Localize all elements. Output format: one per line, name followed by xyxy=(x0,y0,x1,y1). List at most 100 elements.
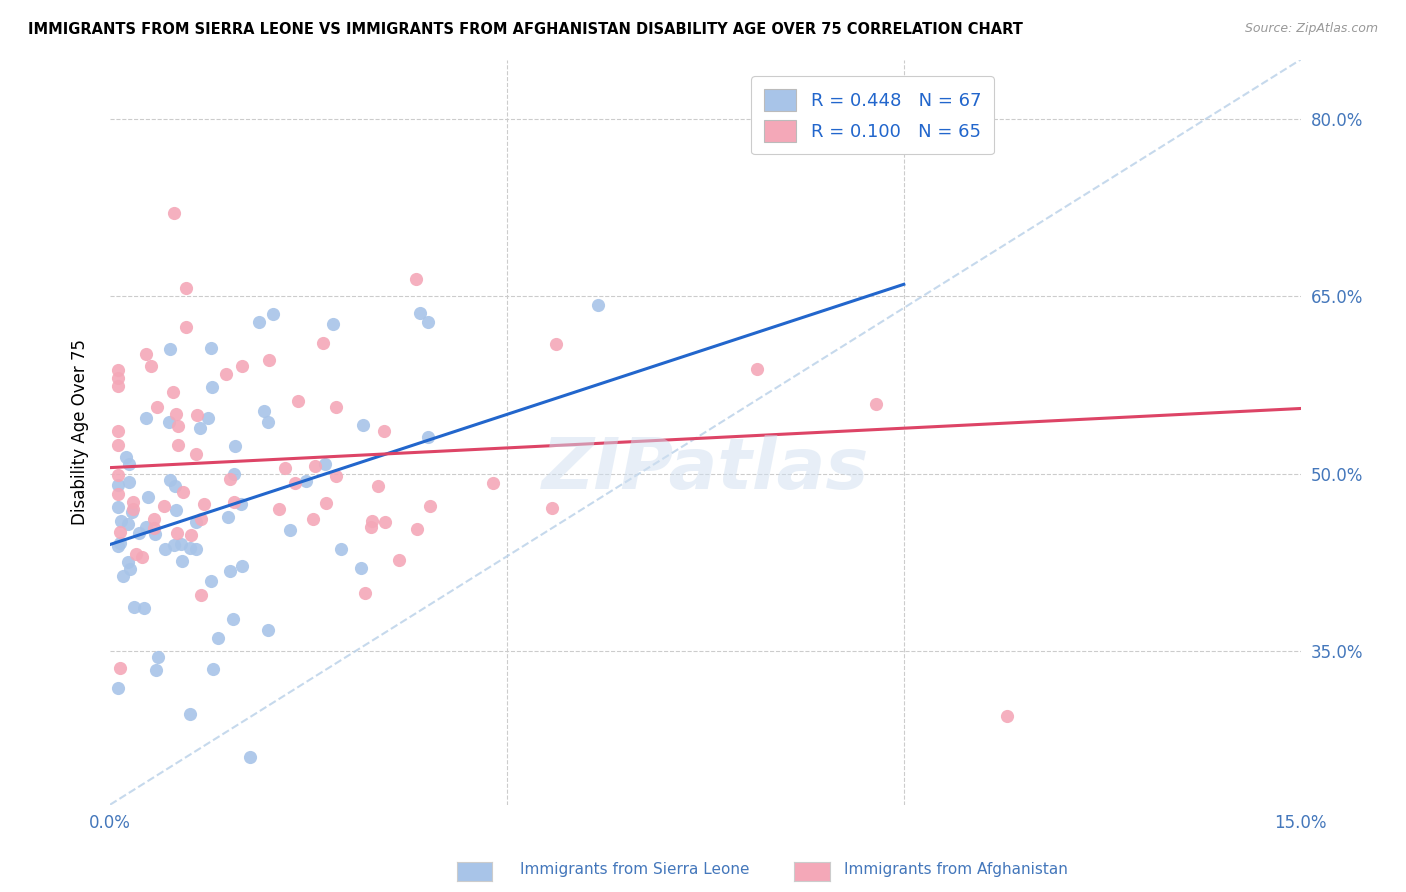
Point xyxy=(107,539,129,553)
Point xyxy=(142,512,165,526)
Point xyxy=(193,497,215,511)
Point xyxy=(179,706,201,721)
Point xyxy=(142,521,165,535)
Point xyxy=(284,476,307,491)
Point xyxy=(114,450,136,464)
Point xyxy=(118,562,141,576)
Point xyxy=(188,421,211,435)
Point xyxy=(122,495,145,509)
Point xyxy=(190,511,212,525)
Text: IMMIGRANTS FROM SIERRA LEONE VS IMMIGRANTS FROM AFGHANISTAN DISABILITY AGE OVER : IMMIGRANTS FROM SIERRA LEONE VS IMMIGRAN… xyxy=(28,22,1024,37)
Point xyxy=(352,418,374,433)
Point xyxy=(367,479,389,493)
Point xyxy=(172,554,194,568)
Point xyxy=(122,501,145,516)
Point xyxy=(167,418,190,433)
Point xyxy=(170,537,193,551)
Point xyxy=(222,495,245,509)
Point xyxy=(132,600,155,615)
Point xyxy=(314,457,336,471)
Point xyxy=(184,447,207,461)
Point xyxy=(108,536,131,550)
Point xyxy=(135,346,157,360)
Point xyxy=(544,336,567,351)
Point xyxy=(374,516,396,530)
Point xyxy=(278,523,301,537)
Point xyxy=(257,352,280,367)
Point xyxy=(200,574,222,589)
Point xyxy=(110,661,132,675)
Point xyxy=(295,474,318,488)
Point xyxy=(159,342,181,356)
Point xyxy=(180,528,202,542)
Point xyxy=(388,552,411,566)
Point xyxy=(224,467,246,481)
Point xyxy=(153,500,176,514)
Point xyxy=(135,410,157,425)
Point xyxy=(166,526,188,541)
Point xyxy=(745,362,768,376)
Point xyxy=(354,586,377,600)
Point xyxy=(107,681,129,696)
Point xyxy=(329,541,352,556)
Point xyxy=(361,514,384,528)
Point xyxy=(221,612,243,626)
Point xyxy=(312,335,335,350)
Point xyxy=(157,415,180,429)
Point xyxy=(197,410,219,425)
Point xyxy=(108,524,131,539)
Point xyxy=(418,315,440,329)
Point xyxy=(111,569,134,583)
Point xyxy=(202,662,225,676)
Point xyxy=(121,505,143,519)
Point xyxy=(143,526,166,541)
Point xyxy=(409,306,432,320)
Point xyxy=(117,517,139,532)
Point xyxy=(136,490,159,504)
Point xyxy=(373,424,395,438)
Point xyxy=(224,439,246,453)
Point xyxy=(315,496,337,510)
Text: Immigrants from Sierra Leone: Immigrants from Sierra Leone xyxy=(520,863,749,877)
Point xyxy=(304,458,326,473)
Point xyxy=(274,461,297,475)
Point xyxy=(416,430,439,444)
Point xyxy=(190,588,212,602)
Point xyxy=(267,502,290,516)
Y-axis label: Disability Age Over 75: Disability Age Over 75 xyxy=(72,339,89,525)
Point xyxy=(219,564,242,578)
Point xyxy=(419,499,441,513)
Point xyxy=(360,520,382,534)
Point xyxy=(125,547,148,561)
Point xyxy=(107,362,129,376)
Point xyxy=(155,542,177,557)
Point xyxy=(146,400,169,414)
Point xyxy=(200,341,222,355)
Point xyxy=(865,397,887,411)
Point xyxy=(167,438,190,452)
Point xyxy=(162,206,184,220)
Point xyxy=(165,407,187,421)
Point xyxy=(541,500,564,515)
Point xyxy=(159,474,181,488)
Point xyxy=(262,307,284,321)
Point xyxy=(322,317,344,331)
Point xyxy=(586,298,609,312)
Point xyxy=(110,514,132,528)
Point xyxy=(145,663,167,677)
Point xyxy=(172,485,194,500)
Point xyxy=(995,709,1018,723)
Point xyxy=(179,541,201,555)
Point xyxy=(107,468,129,483)
Point xyxy=(107,438,129,452)
Point xyxy=(406,522,429,536)
Legend: R = 0.448   N = 67, R = 0.100   N = 65: R = 0.448 N = 67, R = 0.100 N = 65 xyxy=(751,76,994,154)
Point xyxy=(107,379,129,393)
Point xyxy=(252,403,274,417)
Point xyxy=(163,538,186,552)
Point xyxy=(128,525,150,540)
Text: Immigrants from Afghanistan: Immigrants from Afghanistan xyxy=(844,863,1067,877)
Point xyxy=(231,359,253,373)
Text: ZIPatlas: ZIPatlas xyxy=(541,435,869,504)
Point xyxy=(257,624,280,638)
